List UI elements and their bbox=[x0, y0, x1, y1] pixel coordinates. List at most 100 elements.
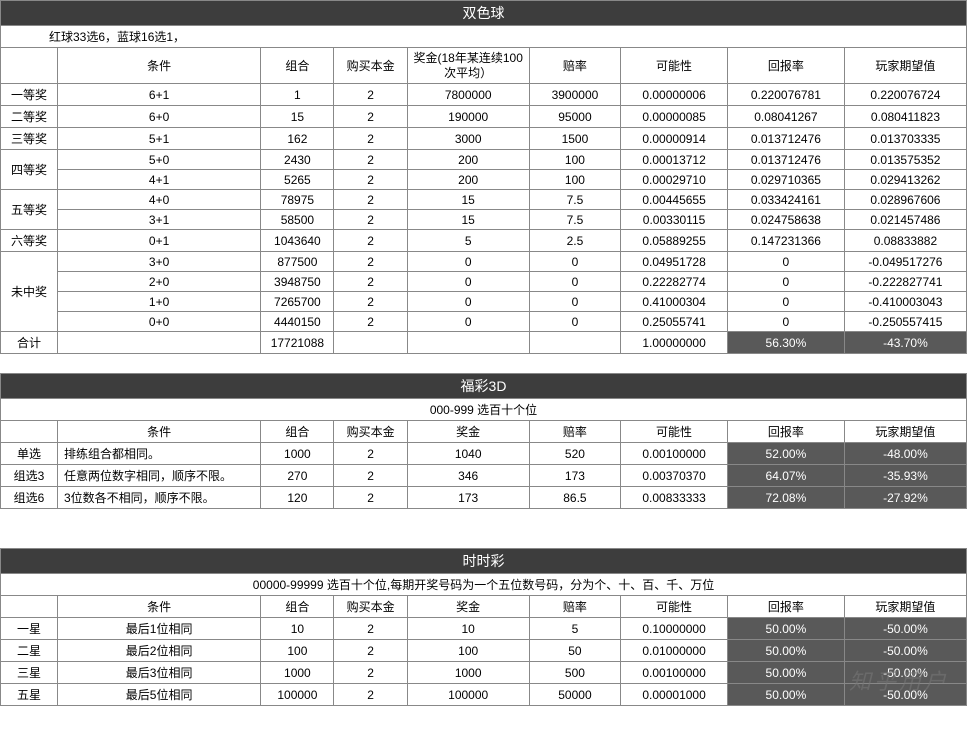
col-header: 组合 bbox=[261, 596, 334, 618]
data-cell: 3+0 bbox=[57, 252, 260, 272]
data-cell: -0.049517276 bbox=[844, 252, 966, 272]
data-cell: 2 bbox=[334, 128, 407, 150]
section-title-ssq: 双色球 bbox=[1, 1, 967, 26]
data-cell: 0.41000304 bbox=[621, 292, 728, 312]
data-cell: 0.013575352 bbox=[844, 150, 966, 170]
data-cell: 346 bbox=[407, 465, 529, 487]
data-cell: -50.00% bbox=[844, 662, 966, 684]
data-cell: 0 bbox=[727, 312, 844, 332]
data-cell: 2 bbox=[334, 312, 407, 332]
data-cell: -0.250557415 bbox=[844, 312, 966, 332]
data-cell: 2 bbox=[334, 640, 407, 662]
data-cell: -50.00% bbox=[844, 618, 966, 640]
col-header: 回报率 bbox=[727, 421, 844, 443]
col-header: 玩家期望值 bbox=[844, 421, 966, 443]
col-header: 购买本金 bbox=[334, 596, 407, 618]
total-cell bbox=[334, 332, 407, 354]
data-cell: 7.5 bbox=[529, 190, 621, 210]
data-cell: 0.013712476 bbox=[727, 150, 844, 170]
data-cell: 2430 bbox=[261, 150, 334, 170]
data-cell: 50.00% bbox=[727, 640, 844, 662]
data-cell: 100 bbox=[529, 170, 621, 190]
data-cell: 7800000 bbox=[407, 84, 529, 106]
data-cell: 0+0 bbox=[57, 312, 260, 332]
col-header: 玩家期望值 bbox=[844, 48, 966, 84]
data-cell: 0.00370370 bbox=[621, 465, 728, 487]
data-cell: 最后3位相同 bbox=[57, 662, 260, 684]
data-cell: 2 bbox=[334, 170, 407, 190]
data-cell: 52.00% bbox=[727, 443, 844, 465]
data-cell: 0.033424161 bbox=[727, 190, 844, 210]
data-cell: 0+1 bbox=[57, 230, 260, 252]
data-cell: 0.08833882 bbox=[844, 230, 966, 252]
data-cell: 最后5位相同 bbox=[57, 684, 260, 706]
data-cell: 7265700 bbox=[261, 292, 334, 312]
data-cell: 0.05889255 bbox=[621, 230, 728, 252]
data-cell: 50000 bbox=[529, 684, 621, 706]
col-header: 组合 bbox=[261, 421, 334, 443]
data-cell: -50.00% bbox=[844, 684, 966, 706]
data-cell: 3948750 bbox=[261, 272, 334, 292]
data-cell: 0.00001000 bbox=[621, 684, 728, 706]
prize-label: 五等奖 bbox=[1, 190, 58, 230]
total-cell bbox=[57, 332, 260, 354]
col-header bbox=[1, 421, 58, 443]
prize-label: 六等奖 bbox=[1, 230, 58, 252]
data-cell: 2 bbox=[334, 190, 407, 210]
section-subtitle-ssq: 红球33选6，蓝球16选1， bbox=[1, 26, 967, 48]
col-header: 回报率 bbox=[727, 48, 844, 84]
total-cell: 17721088 bbox=[261, 332, 334, 354]
data-cell: 2 bbox=[334, 487, 407, 509]
data-cell: 120 bbox=[261, 487, 334, 509]
row-label: 一星 bbox=[1, 618, 58, 640]
total-cell: 1.00000000 bbox=[621, 332, 728, 354]
data-cell: 1+0 bbox=[57, 292, 260, 312]
data-cell: 10 bbox=[407, 618, 529, 640]
data-cell: 0 bbox=[529, 292, 621, 312]
data-cell: 0 bbox=[727, 272, 844, 292]
data-cell: 最后2位相同 bbox=[57, 640, 260, 662]
total-cell bbox=[407, 332, 529, 354]
data-cell: 0 bbox=[407, 272, 529, 292]
data-cell: 100000 bbox=[407, 684, 529, 706]
col-header: 购买本金 bbox=[334, 421, 407, 443]
data-cell: 0.00000085 bbox=[621, 106, 728, 128]
row-label: 五星 bbox=[1, 684, 58, 706]
data-cell: 100 bbox=[529, 150, 621, 170]
data-cell: 0.220076724 bbox=[844, 84, 966, 106]
data-cell: 1000 bbox=[407, 662, 529, 684]
data-cell: 162 bbox=[261, 128, 334, 150]
data-cell: 6+1 bbox=[57, 84, 260, 106]
data-cell: 3900000 bbox=[529, 84, 621, 106]
data-cell: 2 bbox=[334, 252, 407, 272]
data-cell: -0.222827741 bbox=[844, 272, 966, 292]
prize-label: 未中奖 bbox=[1, 252, 58, 332]
col-header: 可能性 bbox=[621, 421, 728, 443]
data-cell: 3位数各不相同，顺序不限。 bbox=[57, 487, 260, 509]
data-cell: 50.00% bbox=[727, 684, 844, 706]
data-cell: 2 bbox=[334, 618, 407, 640]
data-cell: 1043640 bbox=[261, 230, 334, 252]
data-cell: 50 bbox=[529, 640, 621, 662]
col-header: 赔率 bbox=[529, 48, 621, 84]
data-cell: 0 bbox=[727, 252, 844, 272]
data-cell: 2+0 bbox=[57, 272, 260, 292]
data-cell: 0.00029710 bbox=[621, 170, 728, 190]
data-cell: 2 bbox=[334, 106, 407, 128]
data-cell: 50.00% bbox=[727, 662, 844, 684]
data-cell: 0 bbox=[529, 252, 621, 272]
data-cell: 190000 bbox=[407, 106, 529, 128]
data-cell: 2 bbox=[334, 210, 407, 230]
data-cell: 0.00100000 bbox=[621, 662, 728, 684]
data-cell: 50.00% bbox=[727, 618, 844, 640]
data-cell: 0.00100000 bbox=[621, 443, 728, 465]
col-header: 条件 bbox=[57, 48, 260, 84]
data-cell: -27.92% bbox=[844, 487, 966, 509]
prize-label: 一等奖 bbox=[1, 84, 58, 106]
data-cell: 15 bbox=[407, 210, 529, 230]
row-label: 组选3 bbox=[1, 465, 58, 487]
data-cell: 4+0 bbox=[57, 190, 260, 210]
data-cell: -0.410003043 bbox=[844, 292, 966, 312]
data-cell: 2 bbox=[334, 662, 407, 684]
data-cell: 0.024758638 bbox=[727, 210, 844, 230]
